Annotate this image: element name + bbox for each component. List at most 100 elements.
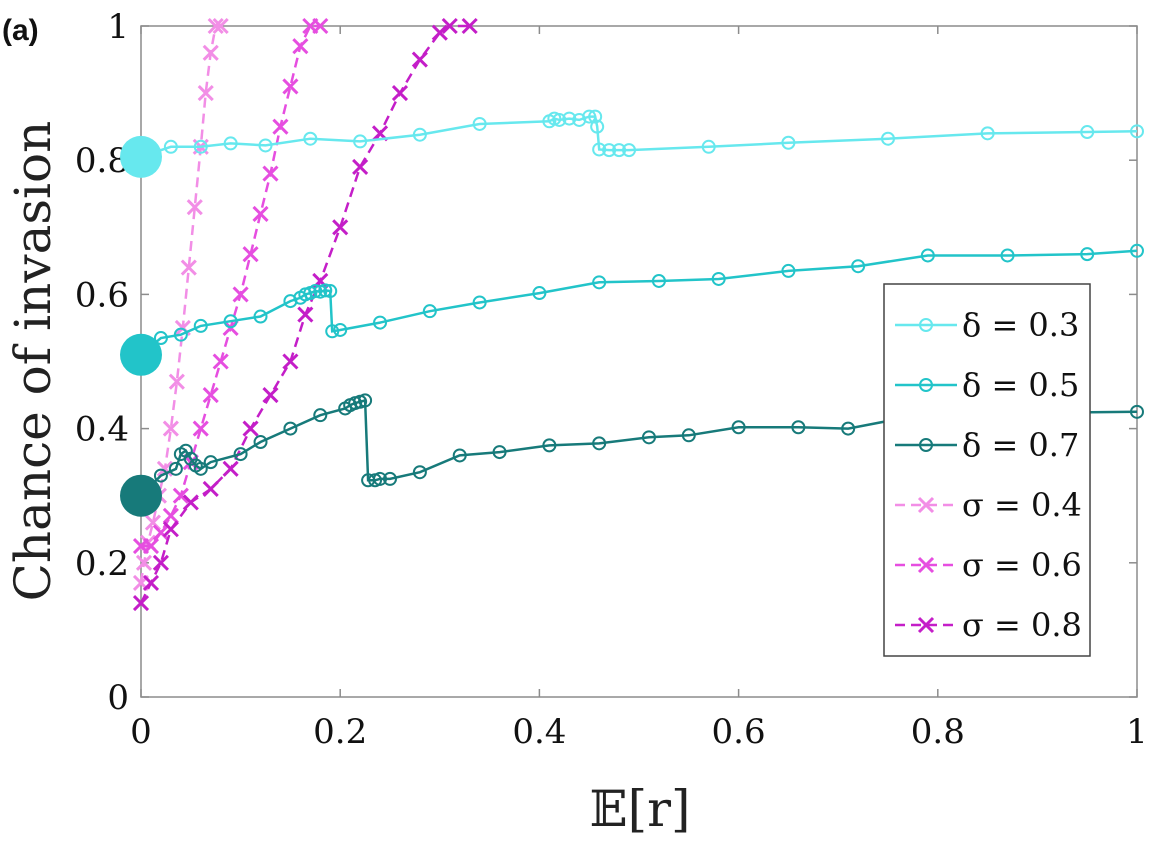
legend-marker <box>917 496 935 514</box>
legend-label: δ = 0.7 <box>962 426 1079 464</box>
data-point <box>142 574 160 591</box>
data-point <box>651 273 666 288</box>
data-point <box>282 353 299 370</box>
legend-entry: δ = 0.7 <box>895 426 1079 464</box>
data-point <box>1130 404 1144 419</box>
data-point <box>193 318 208 333</box>
data-point <box>681 428 696 443</box>
data-point <box>252 205 269 222</box>
data-point <box>641 430 656 445</box>
legend-box <box>883 283 1091 657</box>
data-point <box>588 109 603 124</box>
legend-marker <box>917 616 935 634</box>
data-point <box>602 143 617 158</box>
data-point <box>152 524 169 541</box>
x-tick-label: 0.8 <box>911 712 965 752</box>
legend-label: δ = 0.5 <box>962 366 1079 404</box>
data-point <box>881 131 895 146</box>
x-tick-label: 1 <box>1126 712 1148 752</box>
data-point <box>431 24 448 41</box>
data-point <box>1000 248 1015 263</box>
data-point <box>373 315 388 330</box>
data-point <box>1130 124 1144 139</box>
data-point <box>207 17 224 35</box>
data-point <box>193 461 208 476</box>
data-point <box>333 322 348 337</box>
data-point <box>325 324 340 339</box>
data-point <box>313 408 328 423</box>
data-point <box>132 594 150 612</box>
data-point <box>323 284 338 299</box>
data-point <box>412 465 427 480</box>
data-point <box>312 17 329 35</box>
data-point <box>262 386 279 404</box>
series-5 <box>132 17 478 612</box>
y-tick-label: 0.6 <box>75 275 129 315</box>
x-tick-label: 0.2 <box>313 712 367 752</box>
data-point <box>592 142 607 157</box>
data-point <box>711 271 726 286</box>
data-point <box>212 17 229 35</box>
data-point <box>542 438 557 453</box>
start-dot <box>120 333 162 376</box>
data-point <box>282 78 299 95</box>
data-point <box>332 219 349 236</box>
data-point <box>222 460 239 477</box>
data-point <box>411 51 428 68</box>
series-line <box>140 249 1138 356</box>
data-point <box>163 139 178 154</box>
data-point <box>461 17 478 35</box>
data-point <box>452 448 467 463</box>
y-tick-label: 0.2 <box>75 544 129 584</box>
legend-label: σ = 0.4 <box>962 486 1082 524</box>
start-dot <box>120 135 162 178</box>
data-point <box>373 471 388 486</box>
data-point <box>202 480 219 498</box>
data-point <box>153 468 168 483</box>
legend-marker <box>919 318 933 332</box>
y-axis: 0 0.2 0.4 0.6 0.8 1 <box>75 7 1137 718</box>
data-point <box>980 126 995 141</box>
data-point <box>162 420 179 437</box>
data-point <box>202 386 219 404</box>
data-point <box>162 521 179 538</box>
data-point <box>592 275 607 290</box>
data-point <box>272 118 289 135</box>
series-2 <box>134 393 1144 503</box>
data-point <box>233 447 248 462</box>
data-point <box>781 263 796 278</box>
legend-marker <box>919 378 933 392</box>
data-point <box>592 436 607 451</box>
data-point <box>353 134 368 149</box>
data-point <box>552 112 567 127</box>
data-point <box>142 537 160 555</box>
data-point <box>318 283 333 298</box>
data-point <box>193 139 208 154</box>
data-point <box>283 421 298 436</box>
data-point <box>152 554 169 571</box>
legend-entry: δ = 0.3 <box>895 306 1079 344</box>
legend: δ = 0.3 δ = 0.5 δ = 0.7 σ = 0.4 σ = 0.6 σ = 0… <box>883 283 1091 657</box>
x-tick-label: 0.4 <box>512 712 566 752</box>
x-tick-label: 0 <box>130 712 152 752</box>
series-0 <box>134 109 1144 164</box>
data-point <box>412 127 427 142</box>
data-point <box>731 420 746 435</box>
y-tick-label: 0.4 <box>75 410 129 450</box>
y-tick-label: 1 <box>107 7 129 47</box>
data-point <box>391 85 409 102</box>
data-point <box>383 471 397 486</box>
data-point <box>223 314 238 329</box>
data-point <box>1080 247 1095 262</box>
start-dot <box>120 474 162 517</box>
legend-marker <box>917 556 935 574</box>
data-point <box>292 38 309 55</box>
data-point <box>253 309 268 324</box>
data-point <box>182 494 199 511</box>
y-axis-title: Chance of invasion <box>4 121 62 602</box>
data-point <box>212 353 229 370</box>
data-point <box>841 421 856 436</box>
data-point <box>1130 243 1144 258</box>
data-point <box>168 373 185 390</box>
data-point <box>242 246 259 263</box>
